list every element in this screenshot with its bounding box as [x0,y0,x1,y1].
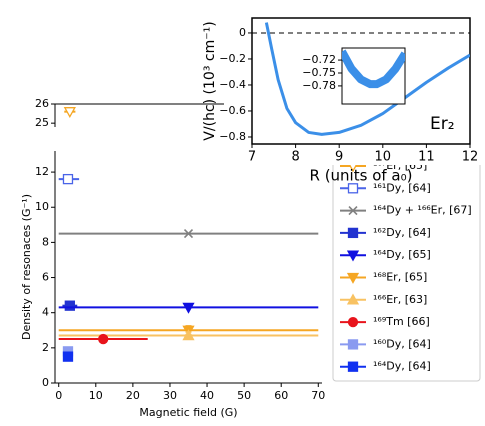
y-tick-label: 26 [35,97,49,110]
y-tick-label: 0 [239,26,246,39]
y-tick-label: −0.4 [219,78,246,91]
x-tick-label: 60 [274,389,288,402]
y-tick-label: 6 [42,271,49,284]
marker [64,300,75,311]
y-tick-label: 4 [42,306,49,319]
marker [346,293,360,305]
marker [182,302,195,314]
legend-label: ¹⁶⁴Dy + ¹⁶⁶Er, [67] [373,204,472,217]
marker [348,206,358,216]
x-tick-label: 0 [55,389,62,402]
x-tick-label: 10 [89,389,103,402]
x-tick-label: 70 [311,389,325,402]
marker [346,272,360,284]
x-tick-label: 20 [126,389,140,402]
marker [347,316,359,328]
legend-label: ¹⁶⁶Er, [63] [373,293,427,306]
legend-label: ¹⁶²Dy, [64] [373,226,431,239]
y-axis-label: Density of resonaces (G⁻¹) [20,194,33,340]
x-tick-label: 10 [375,150,392,165]
y-tick-label: 2 [42,341,49,354]
y-tick-label: 0 [42,376,49,389]
marker [62,173,74,185]
x-tick-label: 40 [200,389,214,402]
x-tick-label: 12 [462,150,479,165]
legend-label: ¹⁶⁸Er, [65] [373,271,427,284]
marker [347,227,359,239]
y-tick-label: 10 [35,200,49,213]
legend-label: ¹⁶⁴Dy, [64] [373,360,431,373]
legend-label: ¹⁶⁰Dy, [64] [373,337,431,350]
annotation: Er₂ [430,114,455,134]
y-tick-label: −0.2 [219,52,246,65]
y-tick-label: −0.78 [302,79,336,92]
legend-label: ¹⁶¹Dy, [64] [373,181,431,194]
x-tick-label: 7 [248,150,256,165]
y-axis-label: V/(hc) (10³ cm⁻¹) [202,21,218,140]
x-tick-label: 50 [237,389,251,402]
marker [182,329,195,341]
marker [347,339,359,350]
x-tick-label: 30 [163,389,177,402]
curve [342,49,405,89]
x-tick-label: 11 [418,150,435,165]
y-tick-label: 8 [42,235,49,248]
y-tick-label: −0.72 [302,53,336,66]
legend-label: ¹⁶⁴Dy, [65] [373,248,431,261]
y-tick-label: −0.75 [302,66,336,79]
marker [63,107,76,119]
y-tick-label: 12 [35,165,49,178]
marker [347,183,359,194]
y-tick-label: −0.6 [219,104,246,117]
y-tick-label: −0.8 [219,130,246,143]
x-axis-label: R (units of a₀) [310,167,413,185]
x-tick-label: 8 [291,150,299,165]
marker [62,351,74,362]
marker [183,229,194,239]
marker [346,250,360,262]
legend-label: ¹⁶⁹Tm [66] [373,315,430,328]
marker [347,361,359,372]
y-tick-label: 25 [35,116,49,129]
x-axis-label: Magnetic field (G) [139,406,237,419]
marker [98,333,109,345]
x-tick-label: 9 [335,150,343,165]
curve [264,22,470,136]
axes-frame [341,47,406,105]
